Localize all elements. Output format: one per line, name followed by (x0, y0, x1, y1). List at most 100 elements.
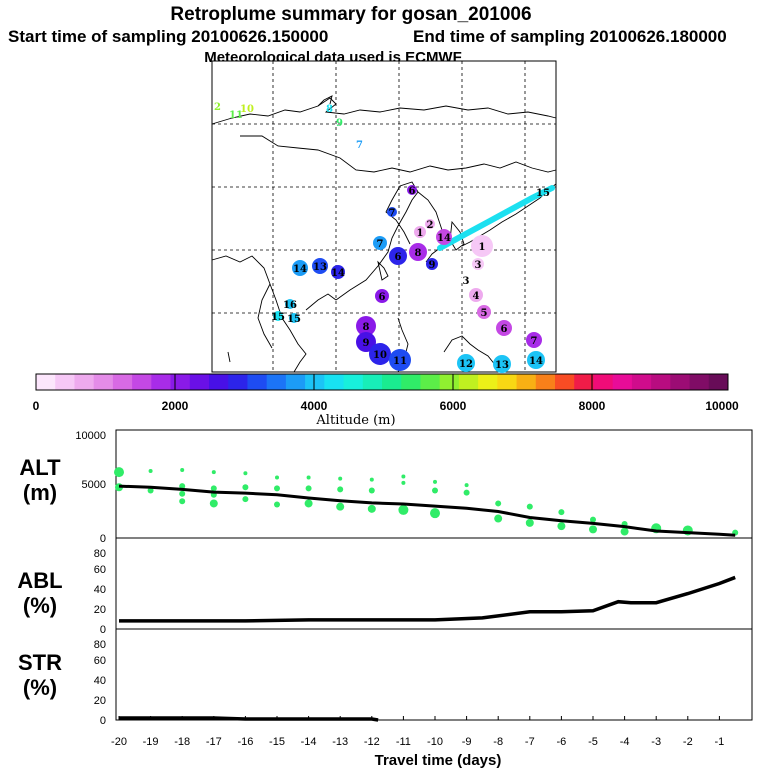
plume-trace-segment (437, 185, 555, 251)
alt-scatter-point (179, 498, 186, 505)
abl-ytick: 80 (94, 548, 106, 560)
str-chart-marks (119, 716, 379, 722)
colorbar-tick: 6000 (440, 399, 467, 413)
alt-scatter-point (306, 475, 311, 480)
map-marker: 7 (526, 332, 542, 348)
x-tick-label: -19 (143, 736, 159, 748)
map-marker: 2 (425, 219, 435, 231)
x-tick-label: -5 (588, 736, 598, 748)
abl-chart-marks (119, 575, 736, 623)
str-label-name: STR (18, 650, 62, 675)
retroplume-map: 2 11 10 8 9 7 15 1 2 3 4 5 6 7 8 9 10 11… (211, 60, 557, 373)
x-tick-label: -17 (206, 736, 222, 748)
map-marker: 10 (369, 343, 391, 365)
map-marker: 13 (312, 258, 328, 274)
alt-scatter-point (304, 499, 313, 508)
colorbar-swatch (343, 374, 364, 390)
alt-scatter-point (368, 487, 375, 494)
alt-scatter-point (398, 504, 409, 515)
alt-scatter-point (367, 504, 376, 513)
colorbar-swatch (112, 374, 133, 390)
alt-scatter-point (305, 485, 312, 492)
x-tick-label: -10 (427, 736, 443, 748)
str-label-unit: (%) (23, 675, 57, 700)
abl-ytick: 0 (100, 624, 106, 636)
alt-scatter-point (433, 479, 437, 484)
map-marker: 3 (472, 258, 484, 271)
colorbar-swatch (362, 374, 383, 390)
colorbar-tick: 10000 (705, 399, 739, 413)
alt-scatter-point (274, 485, 280, 492)
colorbar-swatch (266, 374, 287, 390)
alt-scatter-point (525, 518, 534, 527)
map-marker: 8 (409, 243, 427, 261)
colorbar-swatch (574, 374, 594, 390)
altitude-colorbar (35, 373, 729, 391)
map-day-label: 11 (229, 110, 243, 121)
x-tick-label: -4 (620, 736, 630, 748)
colorbar-swatch (670, 374, 691, 390)
abl-ytick: 40 (94, 584, 106, 596)
map-marker: 3 (461, 275, 471, 287)
svg-text:15: 15 (271, 312, 285, 323)
alt-scatter-point (558, 509, 565, 516)
x-tick-label: -3 (651, 736, 661, 748)
colorbar-swatch (631, 374, 652, 390)
colorbar-swatch (593, 374, 614, 390)
alt-scatter-point (209, 499, 218, 508)
abl-panel-label: ABL (%) (17, 568, 62, 618)
colorbar-swatch (382, 374, 402, 390)
alt-scatter-point (180, 467, 185, 472)
str-yticks: 0 20 40 60 80 (94, 639, 106, 727)
abl-panel-frame (115, 537, 753, 630)
map-marker: 9 (426, 258, 438, 271)
alt-scatter-point (179, 483, 186, 490)
svg-text:4: 4 (473, 291, 480, 302)
alt-chart-marks (114, 467, 739, 537)
x-tick-label: -18 (174, 736, 190, 748)
map-marker: 15 (271, 311, 285, 323)
alt-scatter-point (464, 483, 469, 488)
map-marker: 16 (283, 299, 297, 311)
svg-text:8: 8 (415, 248, 422, 259)
svg-text:1: 1 (479, 242, 486, 253)
map-marker: 1 (471, 235, 493, 257)
x-tick-label: -20 (111, 736, 127, 748)
svg-text:6: 6 (409, 186, 416, 197)
svg-text:3: 3 (463, 276, 470, 287)
colorbar-swatch (189, 374, 210, 390)
str-ytick: 0 (100, 715, 106, 727)
map-marker: 13 (493, 355, 511, 373)
alt-scatter-point (494, 514, 503, 523)
map-marker: 9 (356, 332, 376, 352)
map-day-label: 10 (240, 104, 254, 115)
svg-text:8: 8 (363, 322, 370, 333)
x-tick-label: -12 (364, 736, 380, 748)
x-tick-label: -2 (683, 736, 693, 748)
abl-yticks: 0 20 40 60 80 (94, 548, 106, 636)
str-panel-frame (115, 628, 753, 721)
alt-scatter-point (432, 487, 438, 494)
x-tick-label: -6 (557, 736, 567, 748)
svg-text:15: 15 (287, 314, 301, 325)
alt-scatter-point (242, 496, 249, 503)
str-fraction-line (119, 716, 379, 722)
colorbar-swatch (93, 374, 114, 390)
colorbar-swatch (324, 374, 345, 390)
svg-text:6: 6 (501, 324, 508, 335)
map-marker: 14 (527, 351, 545, 369)
str-ytick: 60 (94, 655, 106, 667)
colorbar-outline (35, 373, 729, 391)
colorbar-swatch (651, 374, 671, 390)
svg-text:5: 5 (481, 308, 488, 319)
alt-scatter-point (620, 527, 629, 536)
svg-text:2: 2 (427, 220, 434, 231)
map-marker: 6 (375, 289, 389, 303)
abl-label-unit: (%) (23, 593, 57, 618)
map-marker: 7 (387, 207, 397, 219)
x-tick-label: -11 (396, 736, 411, 748)
alt-panel-label: ALT (m) (19, 455, 61, 505)
svg-text:14: 14 (293, 264, 307, 275)
map-marker: 15 (287, 313, 301, 325)
alt-ytick: 5000 (82, 479, 106, 491)
